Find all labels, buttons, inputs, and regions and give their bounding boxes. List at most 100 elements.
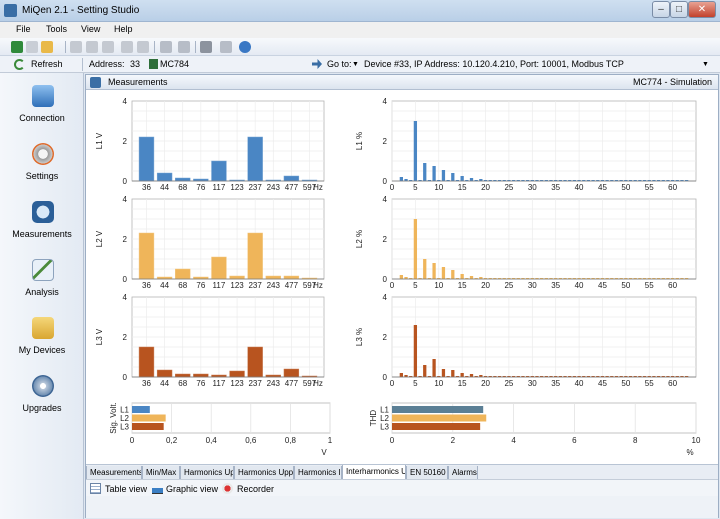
maximize-button[interactable]: □ (670, 1, 688, 18)
tab-harmonics-i[interactable]: Harmonics I (294, 466, 342, 480)
x-unit-label: V (321, 448, 327, 457)
bar-h8 (427, 180, 432, 181)
sidebar-item-analysis[interactable]: Analysis (0, 259, 84, 315)
sidebar-item-settings[interactable]: Settings (0, 143, 84, 199)
bar-h36 (558, 278, 563, 279)
y-axis-label: THD (369, 410, 378, 427)
close-button[interactable]: ✕ (688, 1, 716, 18)
chart-4 (391, 198, 697, 280)
disk-icon[interactable] (102, 41, 114, 53)
refresh-button[interactable]: Refresh (31, 59, 63, 69)
bar-h53 (638, 180, 642, 181)
table-view-icon[interactable] (90, 483, 101, 494)
bar-h29 (525, 180, 530, 181)
bar-h11 (441, 369, 446, 377)
bar-477 (283, 275, 300, 280)
bar-h36 (558, 376, 563, 377)
zoom-icon[interactable] (137, 41, 149, 53)
tab-interharmonics-u[interactable]: Interharmonics U (342, 465, 406, 480)
bar-h39 (572, 376, 577, 377)
print-icon[interactable] (26, 41, 38, 53)
bar-h32 (540, 376, 544, 377)
monitor-icon[interactable] (200, 41, 212, 53)
send-icon[interactable] (220, 41, 232, 53)
x-tick-label: 10 (434, 281, 443, 290)
x-tick-label: 243 (267, 183, 281, 192)
bar-44 (156, 369, 173, 378)
bar-h25 (507, 278, 511, 279)
address-value[interactable]: 33 (130, 59, 141, 69)
bar-68 (175, 268, 191, 280)
new-icon[interactable] (11, 41, 23, 53)
copy-icon[interactable] (160, 41, 172, 53)
tab-measurements[interactable]: Measurements (86, 466, 142, 480)
menu-file[interactable]: File (16, 24, 31, 34)
x-tick-label: 40 (575, 183, 584, 192)
open-folder-icon[interactable] (41, 41, 53, 53)
x-tick-label: 30 (528, 379, 537, 388)
x-tick-label: 8 (633, 436, 638, 445)
y-axis-label: L1 V (95, 132, 104, 149)
y-tick-label: 0 (123, 373, 128, 382)
bar-h7 (423, 259, 427, 279)
bar-h16 (465, 376, 469, 377)
device-dropdown-icon[interactable]: ▼ (702, 61, 709, 68)
refresh-icon[interactable] (14, 59, 25, 70)
x-tick-label: 50 (621, 183, 630, 192)
bar-h63 (685, 278, 689, 279)
recorder-icon[interactable] (222, 483, 233, 494)
goto-button[interactable]: Go to: (327, 59, 352, 69)
menu-view[interactable]: View (81, 24, 101, 34)
bar-h2 (399, 177, 403, 181)
bar-477 (283, 368, 300, 378)
bar-h26 (511, 376, 516, 377)
sidebar-item-my-devices[interactable]: My Devices (0, 317, 84, 373)
menu-tools[interactable]: Tools (46, 24, 68, 34)
bar-h24 (502, 278, 506, 279)
x-tick-label: 20 (481, 281, 490, 290)
goto-dropdown-icon[interactable]: ▼ (352, 61, 359, 68)
bar-h62 (680, 278, 684, 279)
bar-h22 (493, 278, 497, 279)
tab-harmonics-upp[interactable]: Harmonics Upp (234, 466, 294, 480)
bar-36 (138, 346, 155, 378)
bar-h7 (423, 163, 427, 181)
x-tick-label: 68 (178, 281, 187, 290)
x-tick-label: 123 (230, 379, 244, 388)
bar-h22 (493, 180, 497, 181)
x-tick-label: 60 (668, 281, 677, 290)
y-tick-label: 2 (123, 333, 128, 342)
menu-help[interactable]: Help (114, 24, 133, 34)
panel-title: Measurements (108, 77, 168, 87)
graphic-view-icon[interactable] (152, 483, 163, 494)
bar-h20 (483, 180, 488, 181)
tab-harmonics-up[interactable]: Harmonics Up (180, 466, 234, 480)
x-tick-label: 35 (551, 281, 560, 290)
goto-arrow-icon[interactable] (312, 59, 322, 69)
recorder-button[interactable]: Recorder (237, 484, 275, 494)
globe-icon[interactable] (239, 41, 251, 53)
graphic-view-button[interactable]: Graphic view (166, 484, 219, 494)
tag-icon[interactable] (178, 41, 190, 53)
bar-h54 (642, 376, 647, 377)
sidebar-item-upgrades[interactable]: Upgrades (0, 375, 84, 431)
save-all-icon[interactable] (86, 41, 98, 53)
tab-en-50160[interactable]: EN 50160 (406, 466, 448, 480)
sidebar-item-measurements[interactable]: Measurements (0, 201, 84, 257)
bar-36 (138, 136, 155, 182)
bar-h54 (642, 278, 647, 279)
print-preview-icon[interactable] (121, 41, 133, 53)
sidebar-item-connection[interactable]: Connection (0, 85, 84, 141)
bar-h24 (502, 376, 506, 377)
sidebar-item-label: Connection (19, 113, 65, 123)
tab-alarms[interactable]: Alarms (448, 466, 478, 480)
tab-min-max[interactable]: Min/Max (142, 466, 180, 480)
save-icon[interactable] (70, 41, 82, 53)
table-view-button[interactable]: Table view (105, 484, 148, 494)
bar-h29 (525, 278, 530, 279)
bar-h23 (497, 278, 502, 279)
minimize-button[interactable]: – (652, 1, 670, 18)
x-tick-label: 76 (196, 281, 205, 290)
y-tick-label: 2 (123, 137, 128, 146)
bar-h42 (586, 376, 591, 377)
